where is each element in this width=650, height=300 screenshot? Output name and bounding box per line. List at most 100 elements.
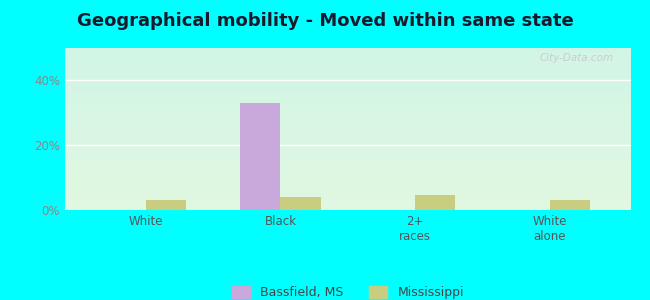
Bar: [65, 69, 630, 70]
Bar: [65, 203, 630, 204]
Bar: [65, 92, 630, 93]
Bar: [65, 106, 630, 107]
Bar: [65, 132, 630, 133]
Bar: [65, 191, 630, 192]
Bar: [65, 207, 630, 208]
Bar: [65, 90, 630, 91]
Bar: [65, 94, 630, 95]
Bar: [65, 183, 630, 184]
Bar: [146, 200, 186, 210]
Bar: [65, 180, 630, 181]
Bar: [65, 86, 630, 87]
Bar: [65, 146, 630, 147]
Bar: [65, 113, 630, 114]
Bar: [65, 143, 630, 144]
Bar: [65, 48, 630, 49]
Bar: [65, 197, 630, 198]
Bar: [65, 137, 630, 138]
Bar: [65, 206, 630, 207]
Bar: [65, 91, 630, 92]
Bar: [65, 62, 630, 63]
Bar: [65, 136, 630, 137]
Bar: [65, 161, 630, 162]
Bar: [65, 89, 630, 90]
Bar: [65, 63, 630, 64]
Bar: [65, 51, 630, 52]
Bar: [65, 74, 630, 75]
Bar: [65, 101, 630, 102]
Bar: [65, 179, 630, 180]
Legend: Bassfield, MS, Mississippi: Bassfield, MS, Mississippi: [227, 281, 469, 300]
Bar: [65, 70, 630, 71]
Bar: [65, 102, 630, 103]
Bar: [65, 164, 630, 165]
Bar: [65, 134, 630, 135]
Bar: [65, 95, 630, 96]
Bar: [65, 195, 630, 196]
Bar: [65, 186, 630, 187]
Bar: [65, 96, 630, 97]
Bar: [550, 200, 590, 210]
Bar: [65, 77, 630, 78]
Bar: [65, 99, 630, 100]
Bar: [65, 198, 630, 199]
Bar: [65, 97, 630, 98]
Bar: [65, 145, 630, 146]
Bar: [65, 165, 630, 166]
Bar: [65, 87, 630, 88]
Bar: [65, 50, 630, 51]
Bar: [65, 141, 630, 142]
Bar: [65, 174, 630, 175]
Bar: [65, 58, 630, 59]
Bar: [65, 119, 630, 120]
Bar: [65, 84, 630, 85]
Bar: [65, 133, 630, 134]
Bar: [65, 185, 630, 186]
Bar: [65, 75, 630, 76]
Bar: [65, 199, 630, 200]
Bar: [65, 200, 630, 201]
Bar: [65, 184, 630, 185]
Bar: [65, 147, 630, 148]
Bar: [65, 114, 630, 115]
Bar: [65, 131, 630, 132]
Bar: [65, 54, 630, 55]
Bar: [65, 98, 630, 99]
Bar: [415, 195, 456, 210]
Bar: [65, 80, 630, 81]
Bar: [65, 135, 630, 136]
Bar: [65, 150, 630, 151]
Bar: [65, 117, 630, 118]
Bar: [65, 148, 630, 149]
Bar: [65, 128, 630, 129]
Bar: [65, 209, 630, 210]
Bar: [65, 168, 630, 169]
Bar: [65, 208, 630, 209]
Bar: [65, 140, 630, 141]
Bar: [65, 125, 630, 126]
Bar: [65, 138, 630, 139]
Bar: [65, 188, 630, 189]
Bar: [65, 66, 630, 67]
Bar: [65, 83, 630, 84]
Bar: [65, 104, 630, 105]
Bar: [65, 139, 630, 140]
Bar: [65, 196, 630, 197]
Bar: [65, 187, 630, 188]
Bar: [65, 73, 630, 74]
Bar: [65, 108, 630, 109]
Bar: [65, 172, 630, 173]
Bar: [65, 193, 630, 194]
Bar: [65, 173, 630, 174]
Bar: [65, 163, 630, 164]
Bar: [65, 78, 630, 79]
Bar: [65, 67, 630, 68]
Bar: [65, 192, 630, 193]
Bar: [65, 116, 630, 117]
Bar: [65, 126, 630, 127]
Bar: [65, 151, 630, 152]
Bar: [65, 103, 630, 104]
Bar: [280, 197, 321, 210]
Bar: [65, 171, 630, 172]
Bar: [65, 189, 630, 190]
